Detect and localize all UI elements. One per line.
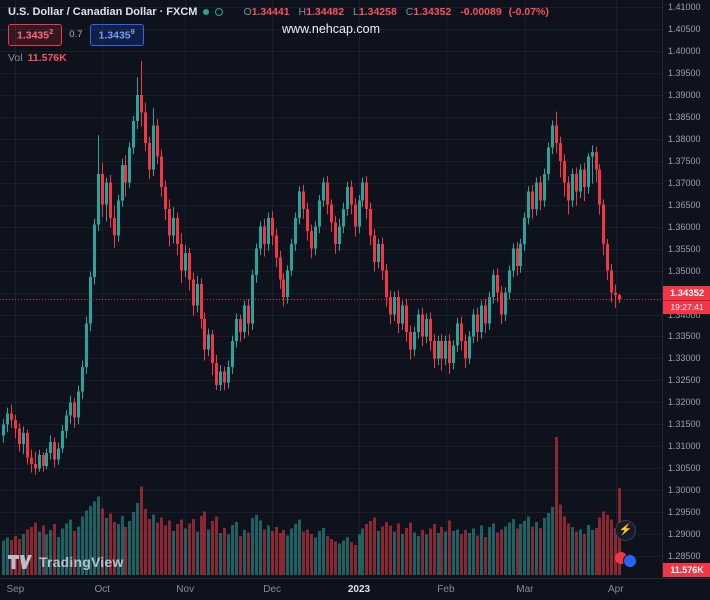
price-tick-label: 1.38000 <box>668 133 701 144</box>
market-status-icon <box>203 9 210 15</box>
quick-trade-button[interactable]: ⚡ <box>615 520 636 541</box>
change-percent: (-0.07%) <box>508 6 549 18</box>
broker-logo-button[interactable] <box>615 550 637 568</box>
candlestick-series <box>2 61 621 475</box>
price-tick-label: 1.35500 <box>668 243 701 254</box>
price-tick-label: 1.30500 <box>668 463 701 474</box>
time-axis-label: 2023 <box>347 584 371 595</box>
high-label: H <box>298 6 307 18</box>
price-tick-label: 1.39000 <box>668 89 701 100</box>
watermark-url: www.nehcap.com <box>282 22 380 36</box>
low-value: 1.34258 <box>358 6 397 18</box>
tradingview-logo-text: TradingView <box>39 554 124 570</box>
symbol-legend: U.S. Dollar / Canadian Dollar · FXCM O1.… <box>8 6 549 64</box>
price-tick-label: 1.32500 <box>668 375 701 386</box>
price-tick-label: 1.36500 <box>668 199 701 210</box>
low-label: L <box>353 6 359 18</box>
bar-countdown: 19:27:41 <box>663 300 710 314</box>
price-tick-label: 1.37000 <box>668 177 701 188</box>
time-axis-label: Oct <box>94 584 111 595</box>
sell-button[interactable]: 1.34352 <box>8 24 63 46</box>
broker-blue-circle-icon <box>623 554 637 568</box>
open-value: 1.34441 <box>251 6 290 18</box>
price-tick-label: 1.31500 <box>668 419 701 430</box>
price-tick-label: 1.30000 <box>668 485 701 496</box>
price-tick-label: 1.39500 <box>668 67 701 78</box>
grid-lines <box>0 0 662 575</box>
time-axis-label: Nov <box>176 584 195 595</box>
time-axis-label: Sep <box>6 584 25 595</box>
price-axis[interactable]: 1.34352 19:27:41 11.576K 1.41000 1.40500 1… <box>662 0 710 578</box>
time-axis-label: Apr <box>607 584 624 595</box>
price-tick-label: 1.35000 <box>668 265 701 276</box>
price-tick-label: 1.33000 <box>668 353 701 364</box>
price-tick-label: 1.36000 <box>668 221 701 232</box>
price-tick-label: 1.29000 <box>668 529 701 540</box>
close-value: 1.34352 <box>413 6 452 18</box>
time-axis[interactable]: Sep Oct Nov Dec 2023 Feb Mar Apr <box>0 578 710 600</box>
last-price-badge[interactable]: 1.34352 19:27:41 <box>663 286 710 315</box>
price-tick-label: 1.29500 <box>668 507 701 518</box>
data-window-icon[interactable] <box>215 8 224 16</box>
time-axis-label: Feb <box>437 584 455 595</box>
price-tick-label: 1.38500 <box>668 111 701 122</box>
price-tick-label: 1.33500 <box>668 331 701 342</box>
price-tick-label: 1.28500 <box>668 551 701 562</box>
close-label: C <box>405 6 414 18</box>
high-value: 1.34482 <box>306 6 345 18</box>
volume-value: 11.576K <box>27 51 67 64</box>
candlestick-chart <box>0 0 662 575</box>
change-value: -0.00089 <box>460 6 502 18</box>
tradingview-logo[interactable]: TradingView <box>8 554 123 570</box>
price-tick-label: 1.37500 <box>668 155 701 166</box>
lightning-icon: ⚡ <box>618 524 633 536</box>
chart-pane[interactable]: www.nehcap.com U.S. Dollar / Canadian Do… <box>0 0 662 575</box>
volume-axis-badge: 11.576K <box>663 563 710 577</box>
volume-series <box>2 437 621 575</box>
volume-indicator-row[interactable]: Vol 11.576K <box>8 52 549 64</box>
price-tick-label: 1.40000 <box>668 45 701 56</box>
price-tick-label: 1.41000 <box>668 2 701 13</box>
time-axis-label: Dec <box>263 584 281 595</box>
floating-buttons: ⚡ <box>615 520 637 568</box>
price-tick-label: 1.32000 <box>668 397 701 408</box>
price-tick-label: 1.40500 <box>668 23 701 34</box>
price-tick-label: 1.34000 <box>668 309 701 320</box>
last-price-value: 1.34352 <box>669 288 705 300</box>
tradingview-logo-icon <box>8 555 32 569</box>
price-tick-label: 1.31000 <box>668 441 701 452</box>
buy-button[interactable]: 1.34359 <box>89 24 144 46</box>
volume-label: Vol <box>8 51 23 64</box>
time-axis-label: Mar <box>516 584 534 595</box>
ohlc-readout: O1.34441 H1.34482 L1.34258 C1.34352 -0.0… <box>237 6 548 18</box>
symbol-title[interactable]: U.S. Dollar / Canadian Dollar · FXCM <box>8 6 198 18</box>
spread-value: 0.7 <box>69 29 83 41</box>
open-label: O <box>243 6 252 18</box>
